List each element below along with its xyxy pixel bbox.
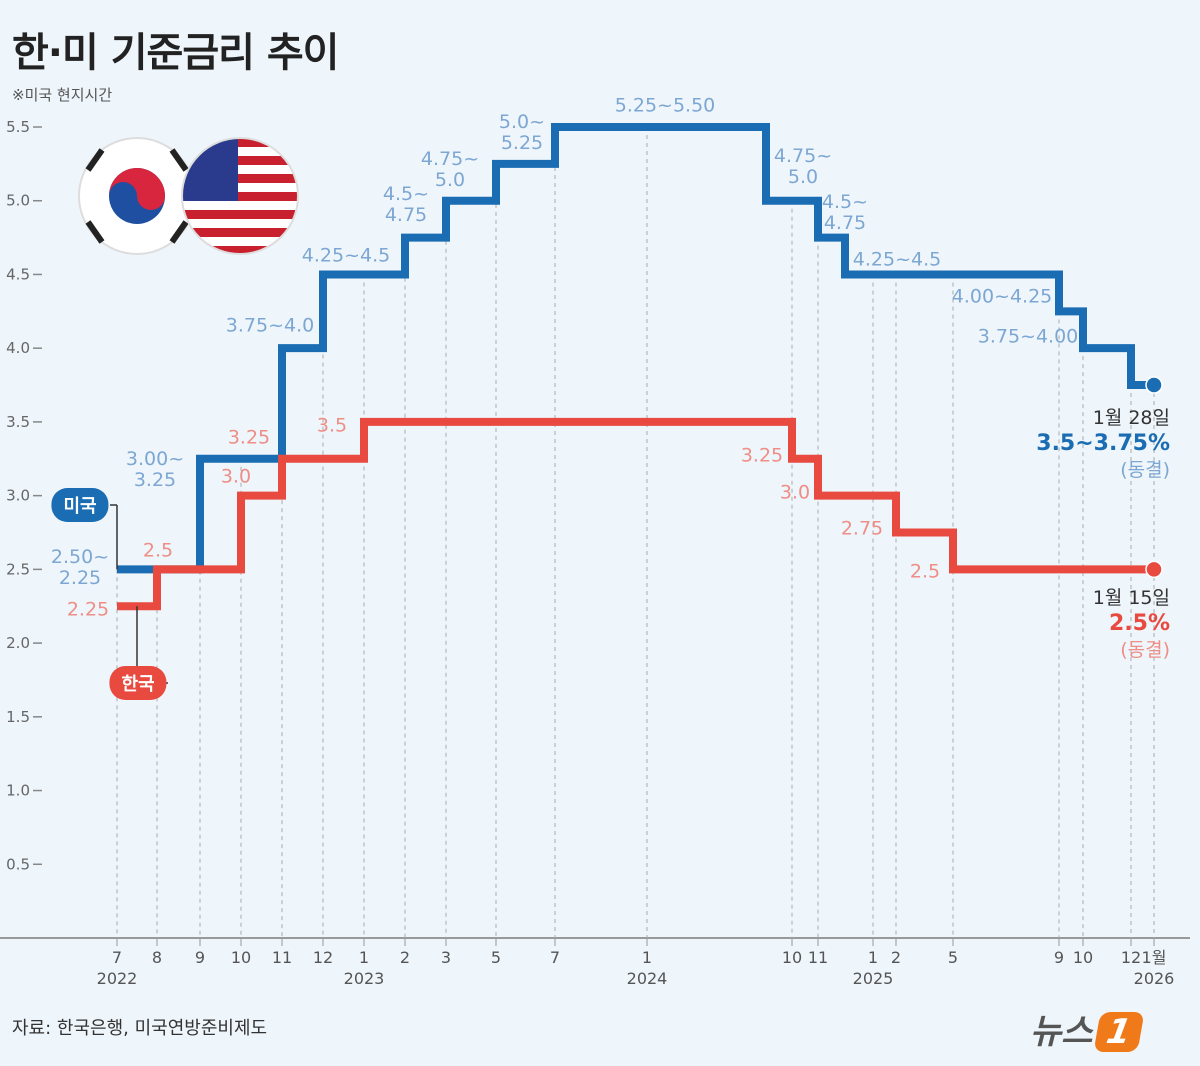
- value-label: 3.0: [779, 481, 811, 504]
- x-year-label: 2023: [344, 969, 385, 988]
- value-label: 4.25~4.5: [301, 244, 391, 267]
- value-label: 4.75~ 5.0: [773, 145, 833, 188]
- y-tick-label: 3.0: [6, 487, 30, 505]
- value-label: 2.50~ 2.25: [50, 546, 110, 589]
- title: 한·미 기준금리 추이: [12, 30, 339, 76]
- x-year-label: 2025: [853, 969, 894, 988]
- value-label: 3.5: [316, 414, 348, 437]
- y-tick-label: 0.5: [6, 855, 30, 873]
- step-line: [117, 417, 1154, 611]
- end-note: 1월 15일: [1092, 587, 1170, 609]
- value-label: 2.5: [142, 539, 174, 562]
- y-tick-label: 2.0: [6, 634, 30, 652]
- y-tick-label: 1.5: [6, 708, 30, 726]
- x-tick-label: 7: [550, 948, 560, 967]
- value-label: 4.5~ 4.75: [821, 191, 869, 234]
- value-label: 3.25: [740, 444, 784, 467]
- logo-text: 뉴스: [1030, 1012, 1093, 1052]
- value-label: 5.0~ 5.25: [498, 111, 546, 154]
- x-tick-label: 5: [948, 948, 958, 967]
- x-tick-label: 2: [400, 948, 410, 967]
- flag-korea: [78, 137, 196, 255]
- subtitle: ※미국 현지시간: [12, 86, 113, 104]
- x-tick-label: 1월: [1142, 948, 1167, 967]
- value-label: 3.75~4.00: [977, 325, 1079, 348]
- y-tick-label: 4.0: [6, 339, 30, 357]
- x-tick-label: 1: [359, 948, 369, 967]
- value-label: 4.00~4.25: [951, 285, 1053, 308]
- x-tick-label: 3: [441, 948, 451, 967]
- x-year-label: 2024: [627, 969, 668, 988]
- x-tick-label: 2: [891, 948, 901, 967]
- x-tick-label: 12: [1121, 948, 1141, 967]
- x-tick-label: 10: [782, 948, 802, 967]
- source: 자료: 한국은행, 미국연방준비제도: [12, 1018, 268, 1039]
- x-tick-label: 12: [313, 948, 333, 967]
- value-label: 2.75: [840, 517, 884, 540]
- step-line: [117, 123, 1154, 574]
- series-group: [117, 123, 1163, 574]
- y-tick-label: 1.0: [6, 782, 30, 800]
- x-tick-label: 8: [152, 948, 162, 967]
- y-tick-label: 5.0: [6, 192, 30, 210]
- value-label: 5.25~5.50: [614, 94, 716, 117]
- value-label: 3.0: [220, 465, 252, 488]
- x-tick-label: 10: [1073, 948, 1093, 967]
- end-note: 1월 28일: [1092, 407, 1170, 429]
- x-tick-label: 11: [272, 948, 292, 967]
- legend-item: 미국: [51, 488, 109, 522]
- x-tick-label: 9: [195, 948, 205, 967]
- x-tick-label: 1: [642, 948, 652, 967]
- end-dot: [1145, 560, 1163, 579]
- value-label: 3.75~4.0: [225, 314, 315, 337]
- y-tick-label: 2.5: [6, 560, 30, 578]
- y-tick-label: 4.5: [6, 265, 30, 283]
- y-tick-label: 3.5: [6, 413, 30, 431]
- end-dot: [1145, 376, 1163, 394]
- flag-usa: [181, 137, 299, 255]
- logo-mark: 1: [1093, 1012, 1144, 1052]
- x-tick-label: 11: [808, 948, 828, 967]
- logo: 뉴스 1: [1030, 1004, 1144, 1053]
- x-tick-label: 1: [868, 948, 878, 967]
- x-tick-label: 7: [112, 948, 122, 967]
- value-label: 2.5: [909, 560, 941, 583]
- end-note: 2.5%: [1108, 611, 1170, 636]
- value-label: 3.00~ 3.25: [125, 448, 185, 491]
- legend-item: 한국: [109, 666, 167, 700]
- x-tick-label: 9: [1054, 948, 1064, 967]
- value-label: 4.25~4.5: [852, 248, 942, 271]
- x-tick-label: 5: [491, 948, 501, 967]
- value-label: 4.75~ 5.0: [420, 148, 480, 191]
- x-tick-label: 10: [231, 948, 251, 967]
- series-group: [117, 417, 1163, 611]
- value-label: 3.25: [227, 426, 271, 449]
- x-year-label: 2022: [97, 969, 138, 988]
- y-tick-label: 5.5: [6, 118, 30, 136]
- x-year-label: 2026: [1134, 969, 1175, 988]
- end-note: (동결): [1120, 639, 1170, 661]
- value-label: 4.5~ 4.75: [382, 183, 430, 226]
- end-note: 3.5~3.75%: [1036, 431, 1170, 456]
- value-label: 2.25: [66, 598, 110, 621]
- end-note: (동결): [1120, 459, 1170, 481]
